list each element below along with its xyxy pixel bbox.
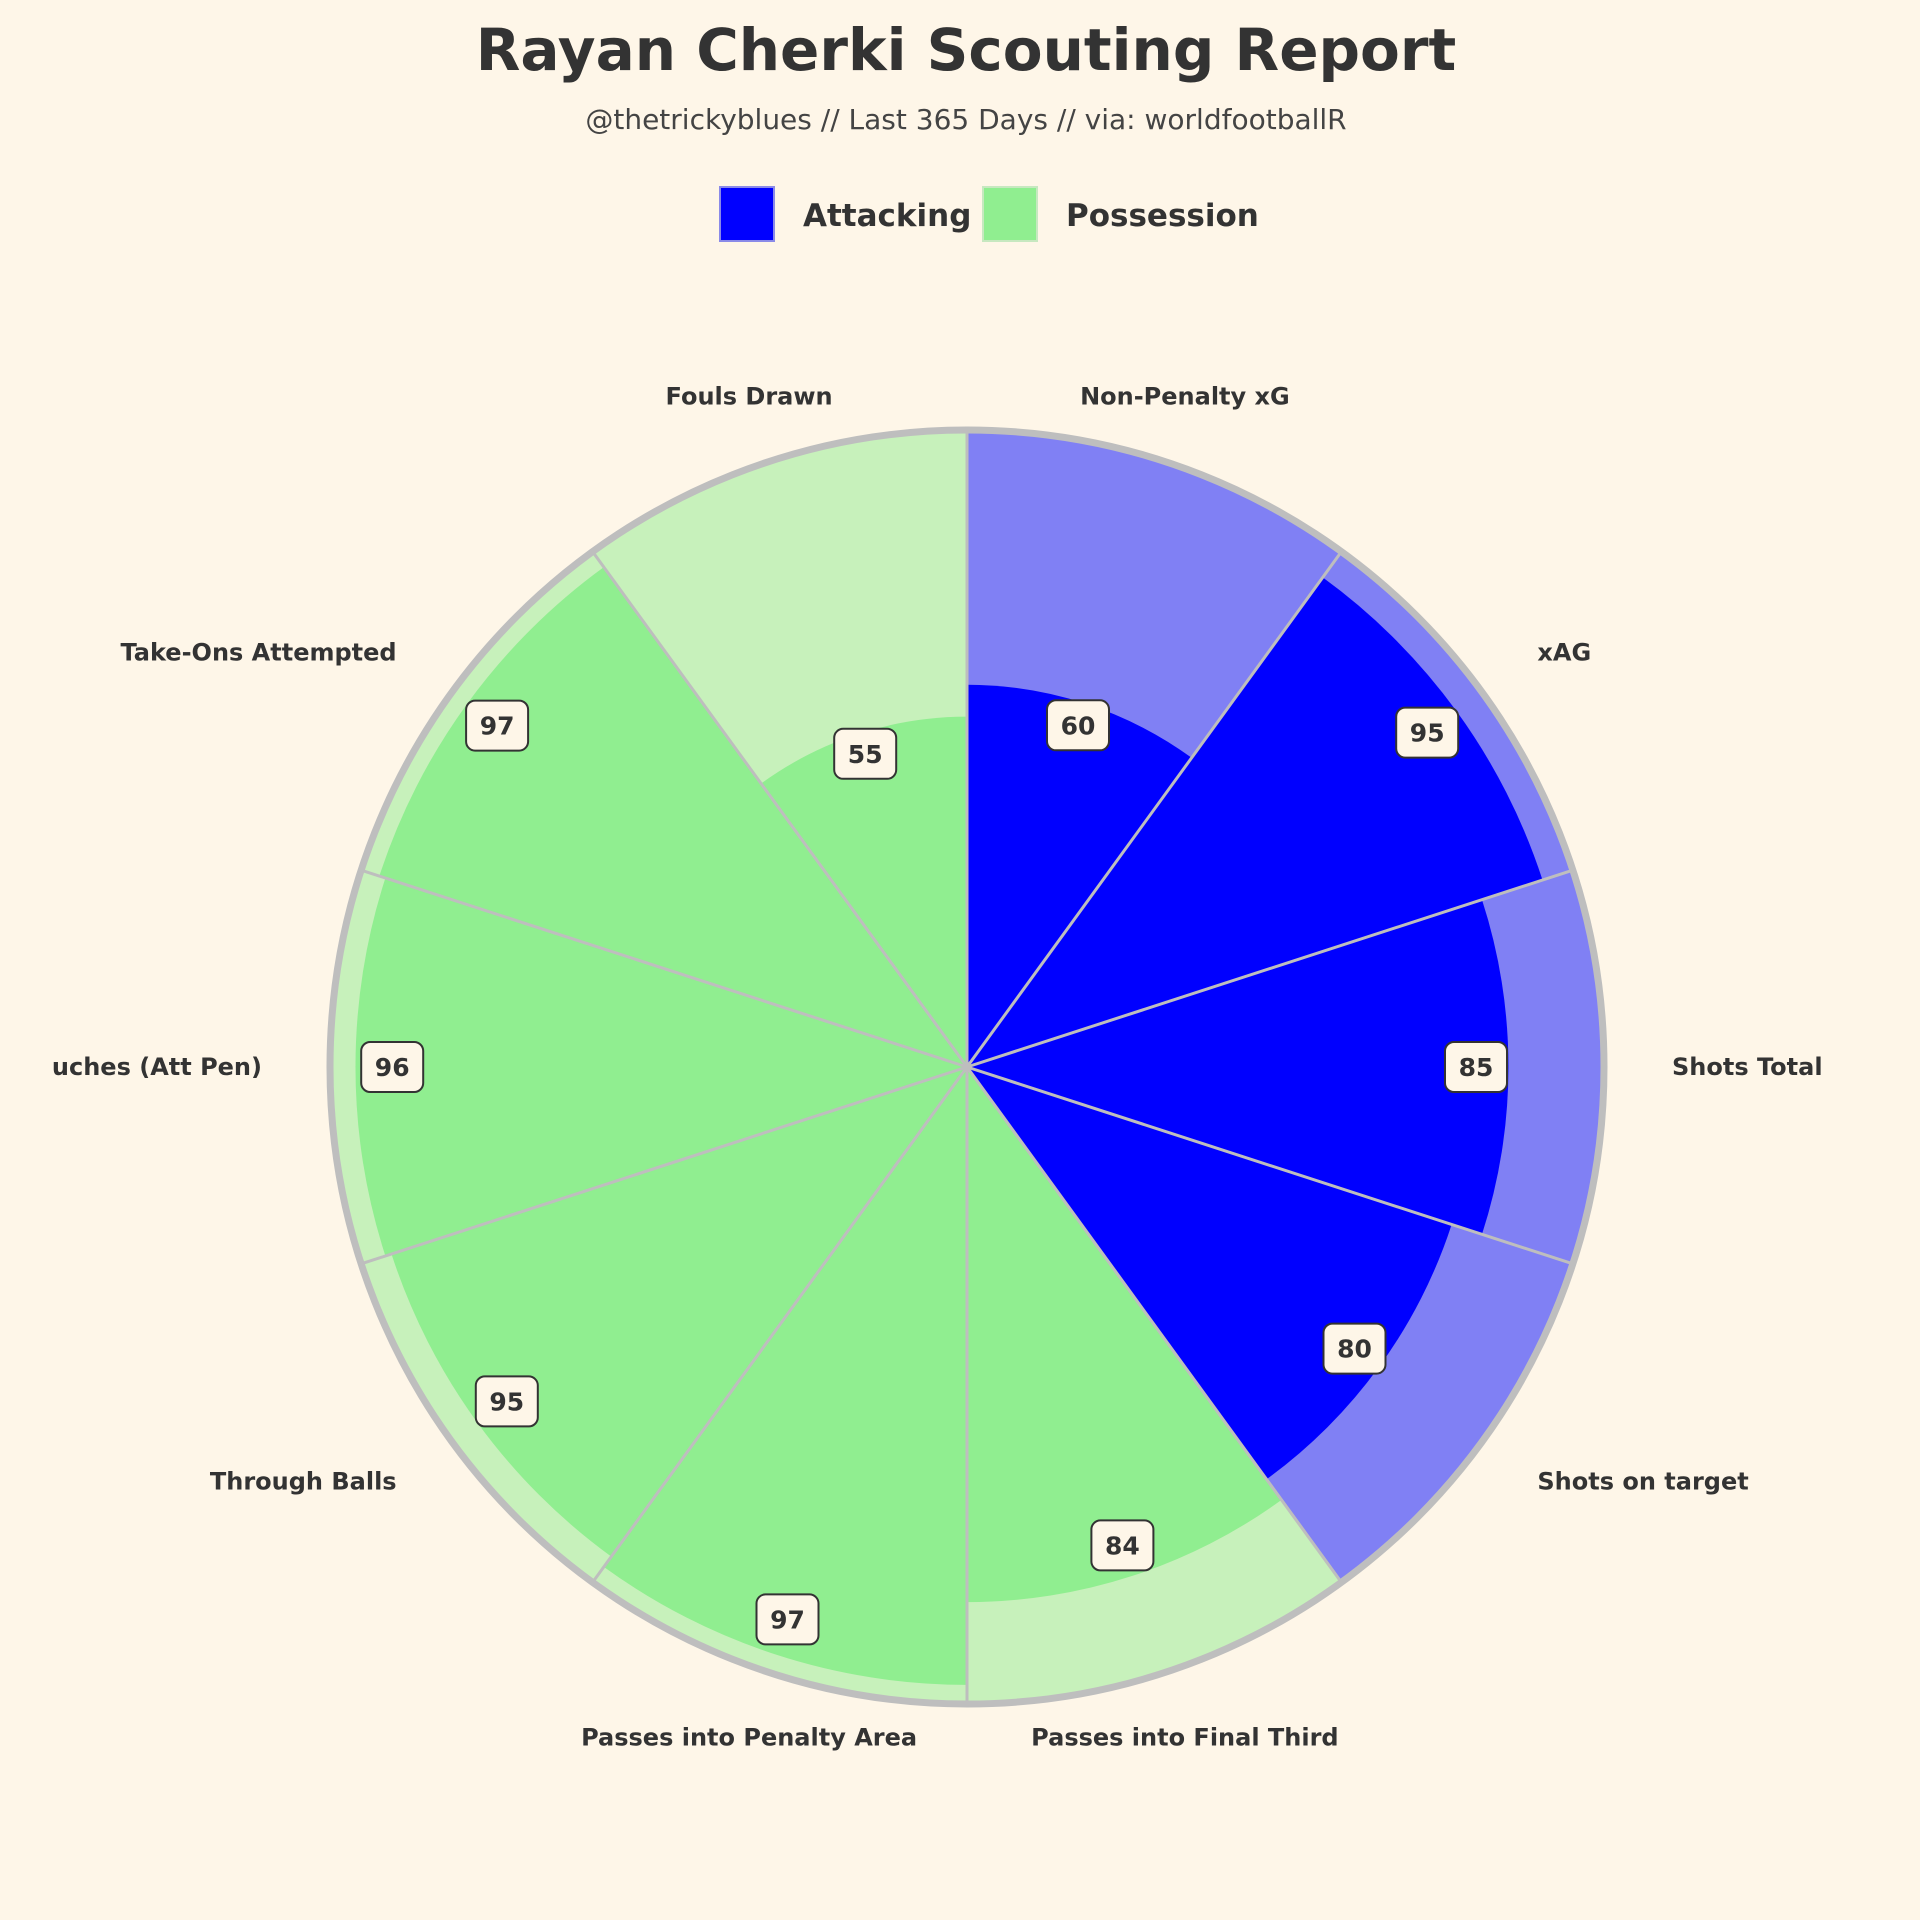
value-box (833, 727, 898, 780)
param-label-fouls-drawn: Fouls Drawn (666, 383, 833, 411)
value-text: 55 (848, 740, 883, 769)
value-box (1395, 706, 1460, 759)
param-label-shots-total: Shots Total (1672, 1053, 1823, 1081)
value-label-xag: 95 (1395, 706, 1460, 759)
value-label-take-ons-attempted: 97 (465, 699, 530, 752)
slice-edge (965, 550, 1343, 1068)
value-label-shots-on-target: 80 (1322, 1322, 1387, 1375)
param-label-passes-into-penalty-area: Passes into Penalty Area (581, 1724, 917, 1752)
chart-title: Rayan Cherki Scouting Report (476, 16, 1456, 84)
value-text: 85 (1459, 1053, 1494, 1082)
legend-swatch-possession (982, 186, 1038, 242)
legend-label-possession: Possession (1066, 198, 1259, 234)
param-label-xag: xAG (1537, 639, 1591, 667)
slice-edge (966, 868, 1574, 1069)
slice-value-uches-att-pen (355, 878, 967, 1256)
legend-label-attacking: Attacking (803, 198, 971, 234)
slice-edge (965, 1066, 1343, 1584)
value-label-fouls-drawn: 55 (833, 727, 898, 780)
value-box (1322, 1322, 1387, 1375)
value-label-through-balls: 95 (474, 1375, 539, 1428)
param-label-shots-on-target: Shots on target (1537, 1467, 1748, 1495)
slice-value-through-balls (391, 1067, 968, 1557)
value-box (1444, 1041, 1508, 1093)
value-box (474, 1375, 539, 1428)
chart-slice-edges (360, 430, 1574, 1704)
value-box (1090, 1519, 1155, 1572)
param-label-non-penalty-xg: Non-Penalty xG (1080, 383, 1290, 411)
slice-value-take-ons-attempted (379, 567, 968, 1067)
chart-outer-ring (326, 426, 1608, 1708)
param-label-uches-att-pen: uches (Att Pen) (52, 1053, 262, 1081)
slice-value-shots-on-target (967, 1067, 1452, 1480)
param-label-take-ons-attempted: Take-Ons Attempted (121, 639, 397, 667)
slice-edge (591, 1066, 969, 1584)
legend: Attacking Possession (719, 186, 1259, 242)
value-text: 95 (489, 1387, 524, 1416)
legend-swatch-attacking (719, 186, 775, 242)
slice-edge (966, 1065, 1574, 1266)
value-box (465, 699, 530, 752)
slice-value-passes-into-final-third (967, 1067, 1282, 1603)
param-label-through-balls: Through Balls (210, 1467, 397, 1495)
slice-value-xag (967, 577, 1543, 1067)
value-label-passes-into-final-third: 84 (1090, 1519, 1155, 1572)
value-text: 84 (1105, 1531, 1140, 1560)
chart-slices (330, 430, 1604, 1704)
value-text: 60 (1061, 711, 1096, 740)
slice-value-passes-into-penalty-area (603, 1067, 967, 1685)
value-box (1046, 699, 1110, 752)
value-text: 80 (1337, 1335, 1372, 1364)
value-text: 97 (480, 712, 515, 741)
slice-value-shots-total (967, 899, 1509, 1235)
slice-edge (360, 1065, 968, 1266)
chart-value-labels: 60 95 85 80 84 97 95 96 97 55 (360, 699, 1508, 1646)
value-text: 96 (375, 1053, 410, 1082)
value-text: 97 (770, 1605, 805, 1634)
param-label-passes-into-final-third: Passes into Final Third (1031, 1724, 1338, 1752)
slice-edge (360, 868, 968, 1069)
chart-subtitle: @thetrickyblues // Last 365 Days // via:… (585, 103, 1346, 136)
value-box (360, 1041, 425, 1093)
chart-param-labels: Non-Penalty xG xAG Shots Total Shots on tar… (52, 383, 1823, 1752)
value-text: 95 (1410, 719, 1445, 748)
value-label-uches-att-pen: 96 (360, 1041, 425, 1093)
value-label-shots-total: 85 (1444, 1041, 1508, 1093)
slice-value-fouls-drawn (761, 716, 967, 1067)
value-box (755, 1593, 820, 1646)
slice-value-non-penalty-xg (967, 684, 1192, 1067)
value-label-passes-into-penalty-area: 97 (755, 1593, 820, 1646)
slice-edge (591, 550, 969, 1068)
value-label-non-penalty-xg: 60 (1046, 699, 1110, 752)
